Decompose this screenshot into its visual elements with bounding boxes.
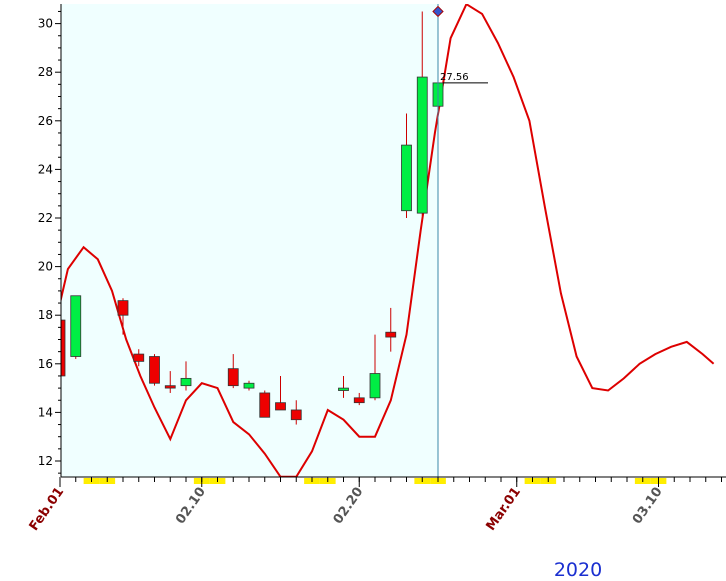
y-tick-label: 16 [38,357,53,371]
candle-body [353,397,365,404]
y-tick-label: 22 [38,211,53,225]
candle [401,113,412,218]
candle-body [70,295,82,357]
candle [70,295,82,359]
candle [416,11,428,216]
candle-body [338,387,349,391]
candle [338,375,349,398]
candle-body [133,353,145,362]
candle-body [385,331,397,338]
candle [353,392,365,406]
candle [385,307,397,352]
candle-body [164,385,176,389]
shaded-region [61,4,438,477]
candle-body [149,356,160,384]
candle-body [180,377,192,387]
x-tick-label: 02.10 [173,485,209,527]
candle-body [290,409,302,421]
candles-layer [61,11,444,425]
price-label: 27.56 [440,72,469,83]
price-line-layer [61,4,715,477]
candle-body [275,402,286,411]
x-tick-label: Feb.01 [27,485,68,534]
candle-body [369,373,381,399]
candle-body [401,144,412,212]
y-tick-label: 18 [38,308,53,322]
candle [180,361,192,391]
candle-body [117,300,129,316]
cursor-marker [432,5,444,18]
y-tick-label: 20 [38,260,53,274]
candle-body [243,382,255,389]
y-tick-label: 28 [38,65,53,79]
candle [290,400,302,425]
candle-body [259,392,271,418]
candle-body [61,319,66,377]
candle [259,390,271,418]
y-tick-label: 14 [38,405,53,419]
y-tick-label: 12 [38,454,53,468]
candle-body [416,76,428,214]
candle [164,371,176,393]
candle [61,319,66,377]
candle [275,375,286,411]
y-tick-label: 24 [38,162,53,176]
cursor-layer: 27.56 [432,4,488,477]
year-label: 2020 [554,559,602,581]
candle [149,354,160,386]
price-line [61,4,715,477]
x-tick-label: 02.20 [331,485,367,527]
candle [117,298,129,335]
x-tick-label: 03.10 [630,485,666,527]
candle [227,354,239,389]
y-tick-label: 30 [38,17,53,31]
candle [133,349,145,367]
candle-body [227,368,239,387]
y-tick-label: 26 [38,114,53,128]
candle [243,380,255,391]
candle [369,334,381,401]
x-tick-label: Mar.01 [483,485,524,534]
